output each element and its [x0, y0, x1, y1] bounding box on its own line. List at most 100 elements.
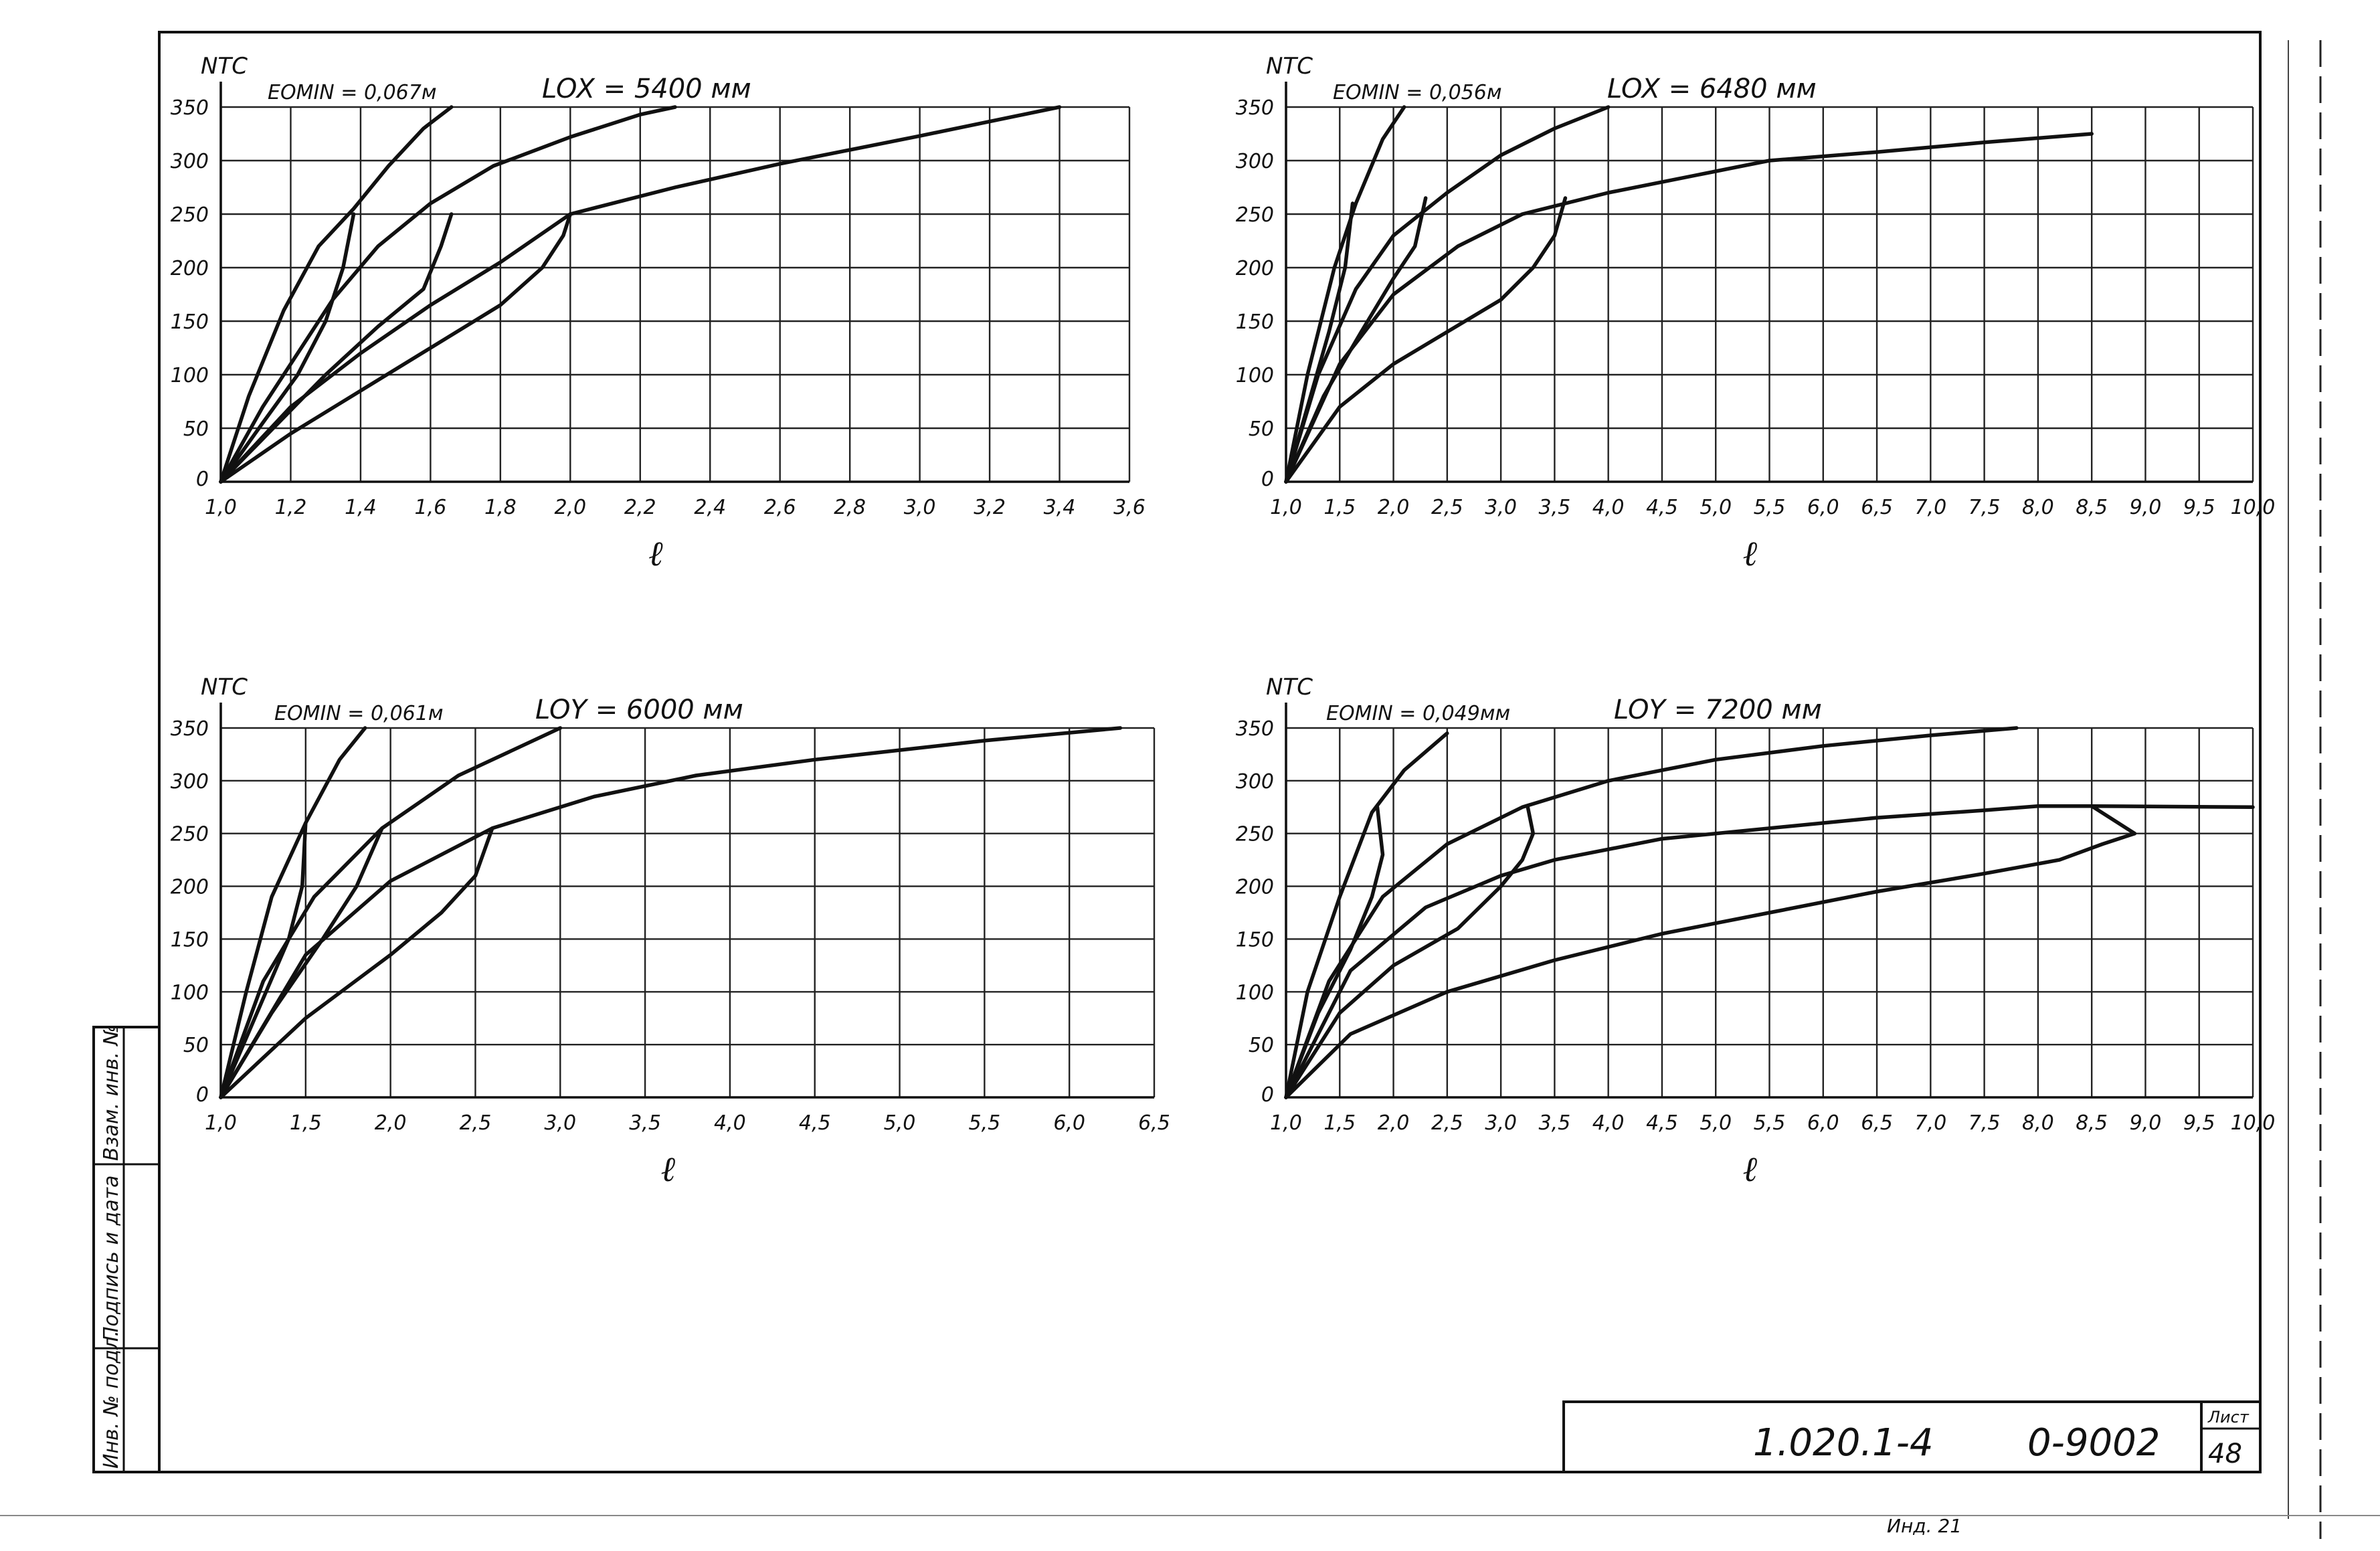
- x-axis-label: ℓ: [661, 1150, 676, 1190]
- y-tick-label: 250: [171, 823, 209, 846]
- chart-ticks: 1,0 1,5 2,0 2,5 3,0 3,5 4,0 4,5 5,0 5,5 6,0 6,5 0 50 1…: [171, 717, 1170, 1135]
- x-tick-label: 3,0: [1485, 496, 1517, 519]
- x-tick-label: 1,6: [415, 496, 447, 519]
- x-tick-label: 9,0: [2130, 1111, 2162, 1135]
- x-tick-label: 5,5: [1754, 1111, 1786, 1135]
- x-tick-label: 9,5: [2183, 496, 2215, 519]
- series-curve-6: [219, 821, 308, 1099]
- y-tick-label: 50: [1249, 1034, 1274, 1057]
- side-label-inventory: Инв. № подл.: [100, 1330, 123, 1469]
- series-curve-5: [219, 826, 384, 1099]
- x-tick-label: 5,0: [1700, 1111, 1732, 1135]
- series-curve-5: [1284, 805, 1536, 1099]
- x-tick-label: 3,2: [974, 496, 1006, 519]
- chart-bottom-right: 1,0 1,5 2,0 2,5 3,0 3,5 4,0 4,5 5,0 5,5 6,0 6,5 7,0 7…: [1236, 674, 2276, 1190]
- y-tick-label: 300: [1236, 770, 1274, 794]
- series-curve-3: [1284, 132, 2094, 484]
- chart-axes: [219, 82, 1129, 483]
- y-tick-label: 200: [1236, 257, 1274, 280]
- x-tick-label: 3,0: [1485, 1111, 1517, 1135]
- x-tick-label: 3,0: [904, 496, 936, 519]
- y-tick-label: 100: [171, 981, 209, 1004]
- series-curve-1: [219, 726, 367, 1099]
- y-tick-label: 50: [183, 418, 209, 441]
- x-tick-label: 1,2: [275, 496, 307, 519]
- x-tick-label: 2,5: [460, 1111, 492, 1135]
- x-tick-label: 9,0: [2130, 496, 2162, 519]
- series-curve-4: [1284, 804, 2137, 1099]
- y-tick-label: 250: [1236, 823, 1274, 846]
- x-tick-label: 5,5: [1754, 496, 1786, 519]
- x-tick-label: 2,4: [694, 496, 726, 519]
- series-curve-4: [1284, 196, 1568, 484]
- x-tick-label: 2,0: [554, 496, 586, 519]
- series-curve-1: [1284, 105, 1406, 484]
- x-tick-label: 4,0: [1592, 496, 1625, 519]
- x-tick-label: 2,8: [834, 496, 866, 519]
- x-tick-label: 1,0: [1270, 496, 1302, 519]
- y-tick-label: 350: [171, 717, 209, 741]
- series-curve-6: [1284, 201, 1355, 484]
- x-tick-label: 8,0: [2022, 1111, 2054, 1135]
- x-tick-label: 6,0: [1053, 1111, 1085, 1135]
- chart-ticks: 1,0 1,5 2,0 2,5 3,0 3,5 4,0 4,5 5,0 5,5 6,0 6,5 7,0 7…: [1236, 96, 2276, 519]
- document-code: 1.020.1-4: [1753, 1421, 1934, 1465]
- y-tick-label: 0: [1261, 1083, 1274, 1107]
- eomin-label: EOMIN = 0,049мм: [1326, 702, 1510, 725]
- y-tick-label: 150: [171, 928, 209, 951]
- x-tick-label: 4,0: [1592, 1111, 1625, 1135]
- y-tick-label: 250: [1236, 203, 1274, 227]
- chart-series: [1284, 105, 2094, 484]
- chart-axes: [1285, 703, 2253, 1099]
- x-tick-label: 2,2: [624, 496, 656, 519]
- chart-grid: [219, 106, 1131, 483]
- y-tick-label: 350: [1236, 96, 1274, 120]
- chart-series: [219, 726, 1123, 1099]
- y-tick-label: 350: [171, 96, 209, 120]
- x-tick-label: 5,5: [969, 1111, 1001, 1135]
- x-tick-label: 5,0: [884, 1111, 916, 1135]
- bottom-note: Инд. 21: [1887, 1515, 1962, 1537]
- x-tick-label: 1,8: [484, 496, 517, 519]
- y-tick-label: 150: [1236, 928, 1274, 951]
- chart-top-right: 1,0 1,5 2,0 2,5 3,0 3,5 4,0 4,5 5,0 5,5 6,0 6,5 7,0 7…: [1236, 53, 2276, 574]
- series-curve-5: [1284, 196, 1428, 484]
- x-tick-label: 1,0: [1270, 1111, 1302, 1135]
- x-tick-label: 3,4: [1044, 496, 1076, 519]
- x-axis-label: ℓ: [1743, 534, 1758, 574]
- series-curve-2: [219, 105, 677, 484]
- eomin-label: EOMIN = 0,067м: [268, 81, 436, 104]
- eomin-label: EOMIN = 0,061м: [274, 702, 443, 725]
- x-tick-label: 4,5: [799, 1111, 831, 1135]
- x-tick-label: 1,5: [1323, 496, 1356, 519]
- x-tick-label: 5,0: [1700, 496, 1732, 519]
- length-label: LOY = 6000 мм: [535, 695, 743, 725]
- y-tick-label: 100: [1236, 981, 1274, 1004]
- x-tick-label: 10,0: [2231, 1111, 2276, 1135]
- y-tick-label: 0: [196, 468, 209, 491]
- x-axis-label: ℓ: [648, 534, 663, 574]
- chart-ticks: 1,0 1,5 2,0 2,5 3,0 3,5 4,0 4,5 5,0 5,5 6,0 6,5 7,0 7…: [1236, 717, 2276, 1135]
- sheet-number: 48: [2208, 1439, 2242, 1469]
- x-tick-label: 6,5: [1138, 1111, 1170, 1135]
- x-tick-label: 3,0: [544, 1111, 576, 1135]
- y-tick-label: 0: [196, 1083, 209, 1107]
- chart-series: [1284, 726, 2255, 1099]
- x-tick-label: 2,5: [1431, 1111, 1463, 1135]
- x-tick-label: 7,0: [1914, 496, 1946, 519]
- x-tick-label: 2,5: [1431, 496, 1463, 519]
- x-tick-label: 6,0: [1807, 1111, 1839, 1135]
- chart-axes: [1285, 82, 2253, 483]
- length-label: LOX = 5400 мм: [542, 74, 751, 104]
- x-tick-label: 8,0: [2022, 496, 2054, 519]
- y-axis-label: NТС: [1266, 53, 1313, 80]
- series-curve-4: [219, 212, 573, 484]
- x-tick-label: 7,5: [1969, 496, 2001, 519]
- chart-top-left: 1,0 1,2 1,4 1,6 1,8 2,0 2,2 2,4 2,6 2,8 3,0 3,2 3,4 3…: [171, 53, 1146, 574]
- title-block: 1.020.1-4 0-9002 Лист 48: [1562, 1400, 2262, 1473]
- series-curve-3: [219, 726, 1123, 1099]
- length-label: LOY = 7200 мм: [1614, 695, 1822, 725]
- y-axis-label: NТС: [1266, 674, 1313, 701]
- y-axis-label: NТС: [201, 53, 248, 80]
- x-tick-label: 1,0: [205, 1111, 237, 1135]
